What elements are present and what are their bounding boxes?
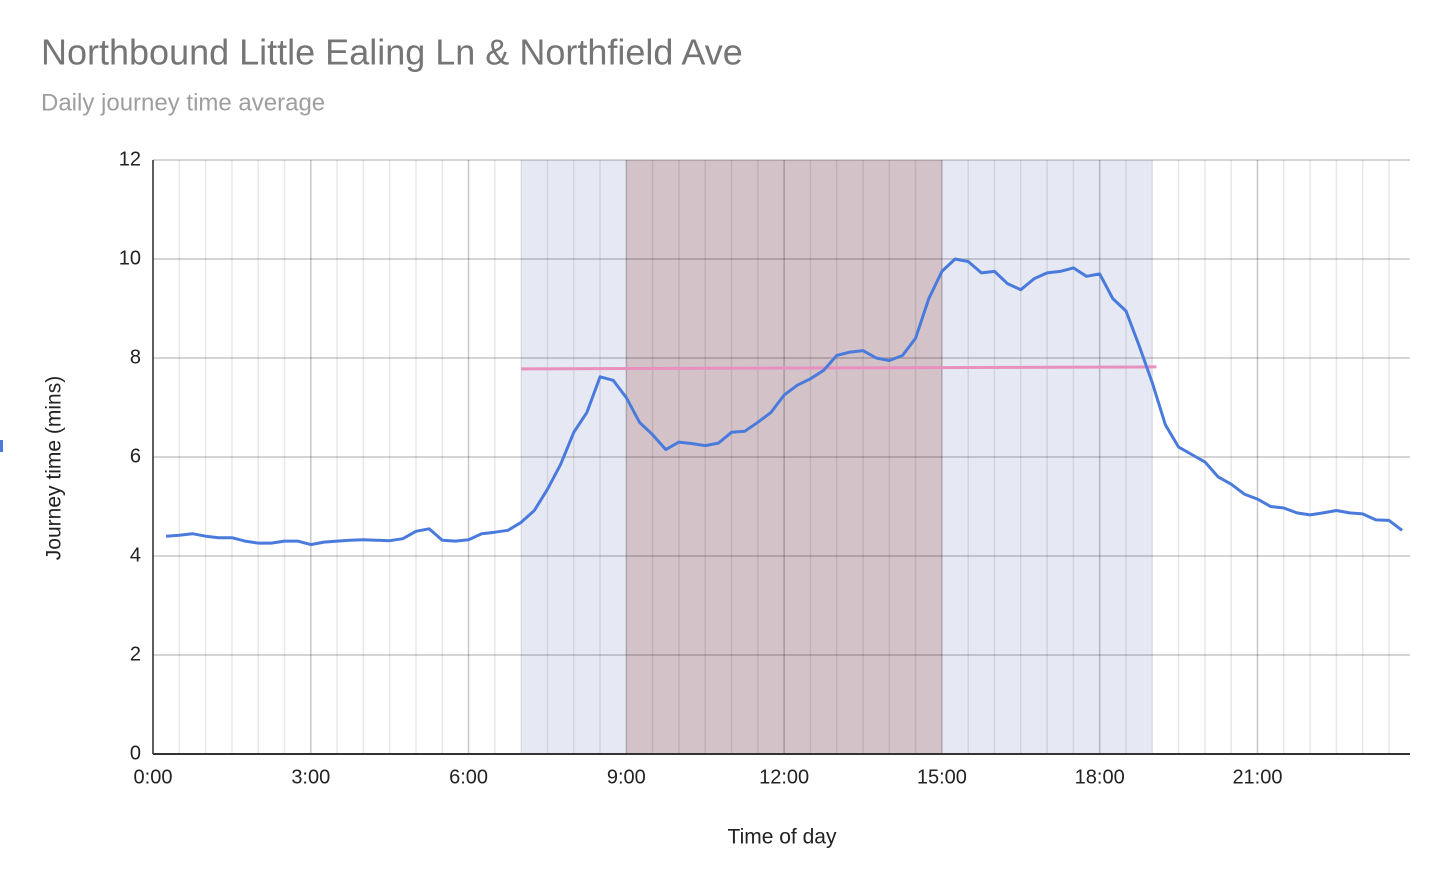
- x-tick-label: 15:00: [917, 766, 967, 788]
- x-axis-title: Time of day: [728, 826, 837, 849]
- y-tick-label: 12: [119, 148, 141, 170]
- x-tick-label: 9:00: [607, 766, 646, 788]
- chart-subtitle: Daily journey time average: [41, 89, 325, 116]
- x-tick-label: 0:00: [134, 766, 173, 788]
- x-tick-label: 21:00: [1232, 766, 1282, 788]
- y-axis-title: Journey time (mins): [43, 376, 66, 560]
- y-tick-label: 10: [119, 247, 141, 269]
- y-tick-label: 4: [130, 544, 141, 566]
- y-tick-label: 2: [130, 643, 141, 665]
- x-tick-label: 12:00: [759, 766, 809, 788]
- y-tick-label: 0: [130, 742, 141, 764]
- highlight-band: [626, 160, 942, 754]
- edge-marker: [0, 440, 3, 452]
- reference-line: [521, 365, 1157, 371]
- x-tick-label: 18:00: [1075, 766, 1125, 788]
- y-tick-label: 6: [130, 445, 141, 467]
- chart-title: Northbound Little Ealing Ln & Northfield…: [41, 32, 743, 73]
- x-tick-label: 3:00: [291, 766, 330, 788]
- y-tick-label: 8: [130, 346, 141, 368]
- x-tick-label: 6:00: [449, 766, 488, 788]
- data-line: [165, 257, 1404, 547]
